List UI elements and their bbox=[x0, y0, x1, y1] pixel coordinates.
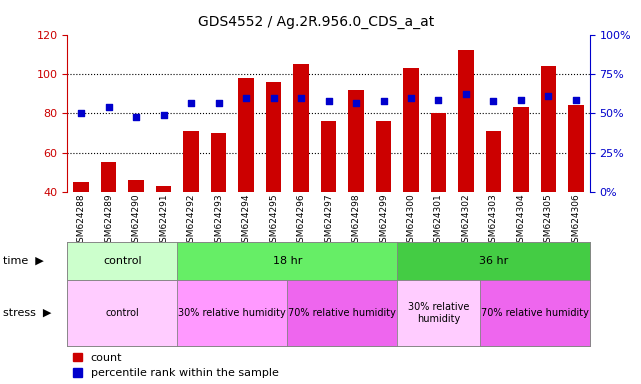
Bar bbox=[294, 64, 308, 192]
Point bbox=[213, 100, 224, 106]
Point bbox=[296, 94, 306, 101]
Bar bbox=[397, 242, 590, 280]
Bar bbox=[178, 280, 287, 346]
Point bbox=[186, 100, 196, 106]
Point bbox=[269, 94, 279, 101]
Point bbox=[378, 98, 388, 104]
Text: time  ▶: time ▶ bbox=[3, 256, 44, 266]
Point bbox=[241, 94, 251, 101]
Bar bbox=[479, 280, 590, 346]
Point bbox=[571, 96, 581, 103]
Point bbox=[516, 96, 526, 103]
Bar bbox=[486, 131, 501, 192]
Text: control: control bbox=[103, 256, 142, 266]
Text: 30% relative humidity: 30% relative humidity bbox=[178, 308, 286, 318]
Text: 36 hr: 36 hr bbox=[479, 256, 508, 266]
Legend: count, percentile rank within the sample: count, percentile rank within the sample bbox=[73, 353, 278, 379]
Bar bbox=[569, 106, 583, 192]
Text: GDS4552 / Ag.2R.956.0_CDS_a_at: GDS4552 / Ag.2R.956.0_CDS_a_at bbox=[197, 15, 434, 29]
Bar bbox=[101, 162, 116, 192]
Bar bbox=[513, 108, 529, 192]
Point bbox=[433, 96, 444, 103]
Bar bbox=[183, 131, 199, 192]
Point bbox=[351, 100, 361, 106]
Text: control: control bbox=[105, 308, 139, 318]
Bar bbox=[541, 66, 556, 192]
Bar bbox=[211, 133, 226, 192]
Text: 30% relative
humidity: 30% relative humidity bbox=[408, 302, 469, 324]
Bar bbox=[403, 68, 419, 192]
Point bbox=[76, 110, 86, 116]
Point bbox=[406, 94, 416, 101]
Text: 18 hr: 18 hr bbox=[272, 256, 302, 266]
Bar bbox=[349, 90, 363, 192]
Point bbox=[158, 112, 169, 118]
Point bbox=[461, 91, 471, 97]
Text: 70% relative humidity: 70% relative humidity bbox=[481, 308, 588, 318]
Text: 70% relative humidity: 70% relative humidity bbox=[288, 308, 396, 318]
Bar bbox=[397, 280, 479, 346]
Bar bbox=[178, 242, 397, 280]
Bar bbox=[156, 186, 171, 192]
Point bbox=[544, 93, 554, 99]
Point bbox=[131, 114, 141, 120]
Bar bbox=[321, 121, 336, 192]
Bar bbox=[287, 280, 397, 346]
Bar bbox=[431, 113, 446, 192]
Bar bbox=[376, 121, 391, 192]
Bar bbox=[67, 242, 178, 280]
Bar bbox=[238, 78, 254, 192]
Bar bbox=[266, 82, 281, 192]
Point bbox=[103, 104, 113, 111]
Point bbox=[324, 98, 334, 104]
Bar bbox=[458, 50, 474, 192]
Bar bbox=[128, 180, 144, 192]
Text: stress  ▶: stress ▶ bbox=[3, 308, 51, 318]
Point bbox=[488, 98, 499, 104]
Bar bbox=[74, 182, 88, 192]
Bar bbox=[67, 280, 178, 346]
